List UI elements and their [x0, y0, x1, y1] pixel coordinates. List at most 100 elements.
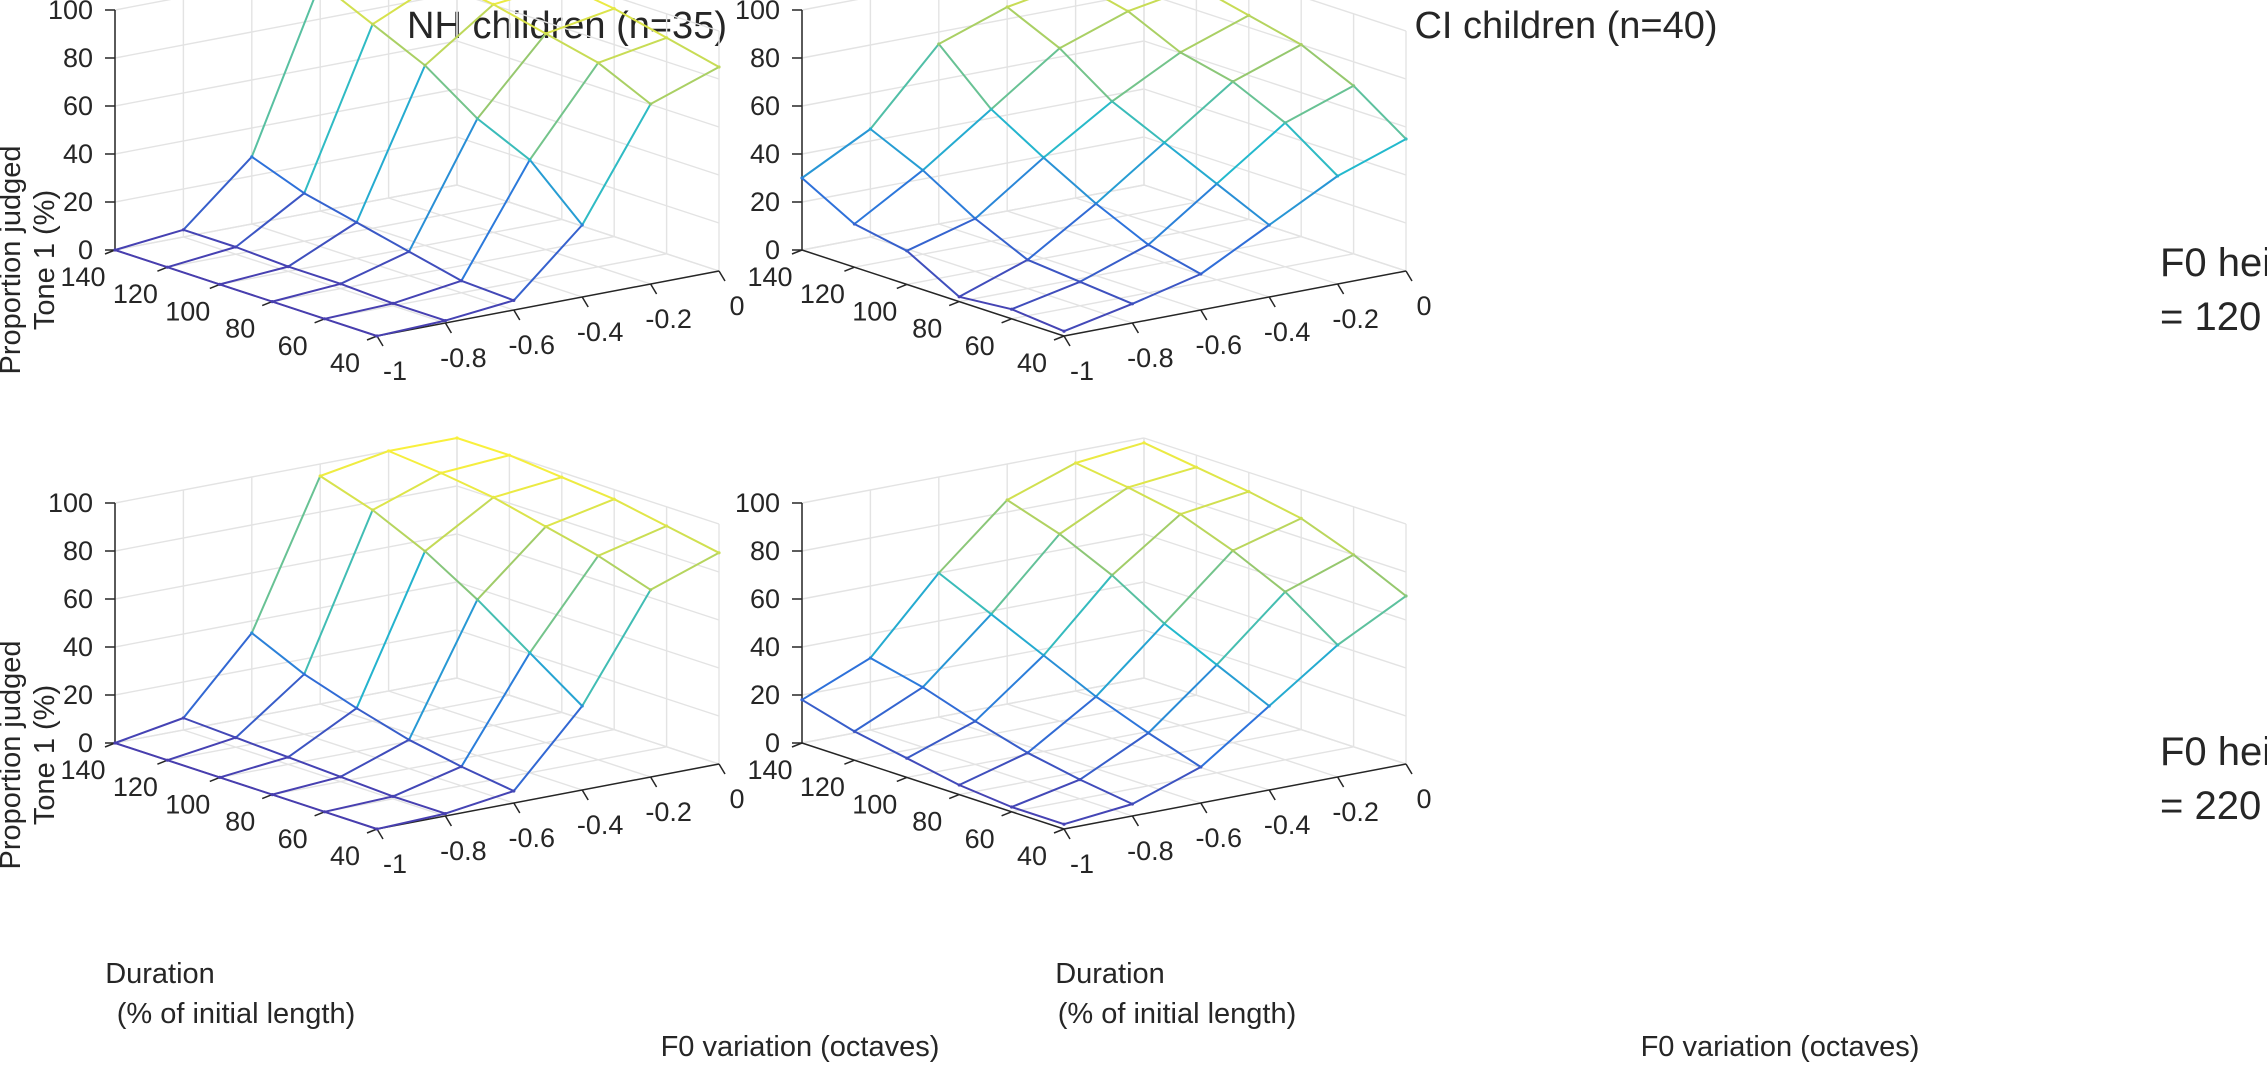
x-tick-label: -0.6 [1196, 823, 1243, 853]
surface-edge [1042, 654, 1097, 698]
surface-edge [921, 169, 977, 220]
surface-edge [869, 43, 940, 130]
surface-point [302, 191, 306, 195]
surface-edge [408, 598, 479, 741]
floor-grid-y [906, 218, 1249, 286]
surface-edge [1284, 121, 1339, 177]
y-tick-mark [366, 828, 378, 834]
surface-edge [287, 265, 342, 285]
z-tick-label: 40 [63, 139, 93, 169]
floor-grid-y [1011, 253, 1354, 320]
surface-edge [408, 250, 463, 282]
surface-point [181, 716, 185, 720]
surface-edge [593, 0, 616, 10]
surface-edge [476, 32, 547, 120]
gridlines [801, 0, 1407, 337]
surface-point [1404, 137, 1408, 141]
floor-grid-x [1006, 210, 1270, 298]
surface-point [250, 155, 254, 159]
surface-edge [581, 103, 652, 226]
surface-edge [444, 299, 515, 322]
backwall-grid-z [801, 136, 1145, 203]
surface-point [1142, 441, 1146, 445]
surface-edge [392, 279, 463, 305]
surface-edge [958, 751, 1029, 786]
surface-point [1299, 516, 1303, 521]
surface-point [905, 249, 909, 253]
surface-point [1058, 46, 1062, 50]
surface-edge [1111, 51, 1182, 103]
surface-edge [303, 192, 358, 224]
surface-edge [649, 66, 720, 105]
surface-edge [1215, 663, 1271, 707]
y-tick-label: 140 [60, 755, 105, 785]
sidewall-grid-z [456, 136, 720, 224]
sidewall-grid-z [1143, 437, 1407, 525]
surface-edge [166, 759, 221, 779]
surface-edge [1063, 302, 1134, 333]
surface-point [1283, 121, 1287, 125]
x-tick-mark [1063, 335, 1071, 347]
y-tick-label: 40 [1017, 348, 1047, 378]
surface-point [491, 495, 495, 499]
x-tick-mark [649, 776, 658, 788]
x-tick-label: -0.4 [577, 317, 624, 347]
surface-edge [853, 730, 908, 760]
surface-point [649, 102, 653, 106]
gridlines [801, 437, 1407, 830]
surface-edge [1215, 121, 1287, 185]
floor-grid-y [272, 235, 615, 303]
y-tick-mark [209, 776, 221, 783]
surface-point [250, 631, 254, 635]
row-label-220hz-line1: F0 height [2160, 730, 2267, 774]
floor-grid-x [251, 716, 515, 804]
surface-edge [114, 249, 169, 269]
y-tick-label: 80 [225, 314, 255, 344]
y-tick-label: 60 [278, 824, 308, 854]
surface-edge [339, 775, 394, 798]
surface-point [852, 222, 857, 226]
y-tick-mark [314, 318, 325, 324]
surface-edge [649, 551, 720, 591]
surface-point [371, 508, 375, 512]
floor-grid-y [324, 253, 667, 320]
surface-edge [1247, 490, 1303, 520]
surface-edge [1095, 202, 1150, 246]
y-tick-label: 40 [330, 841, 360, 871]
surface-edge [1247, 14, 1303, 46]
surface-edge [323, 317, 378, 337]
surface-edge [1074, 441, 1145, 464]
surface-point [1352, 84, 1356, 88]
floor-grid-x [388, 197, 651, 285]
y-tick-label: 100 [852, 296, 897, 326]
surface-edge [323, 795, 394, 813]
surface-point [1110, 573, 1114, 577]
surface-edge [1147, 663, 1218, 734]
surface-point [1299, 43, 1303, 47]
z-tick-label: 80 [750, 43, 780, 73]
surface-edge [512, 705, 584, 792]
floor-grid-y [959, 728, 1302, 796]
surface-edge [271, 282, 342, 303]
surface-edge [1147, 243, 1202, 275]
y-axis-line [801, 742, 1065, 830]
backwall-grid-z [801, 437, 1145, 504]
surface-point [937, 571, 941, 575]
surface-edge [1163, 141, 1218, 185]
subplot-ci-120hz: -1 -0.8 -0.6 -0.4 -0.2 0140120100806040020406… [735, 0, 1432, 386]
surface-point [512, 298, 516, 302]
floor-grid-x [183, 236, 446, 324]
surface-edge [440, 472, 495, 499]
surface-point [1078, 778, 1082, 782]
surface-point [1352, 553, 1356, 557]
surface-edge [990, 613, 1045, 657]
surface-edge [958, 784, 1013, 808]
surface-point [459, 765, 463, 769]
surface-edge [990, 108, 1045, 159]
subplot-nh-120hz: -1 -0.8 -0.6 -0.4 -0.2 0140120100806040020406… [48, 0, 745, 386]
surface-point [544, 31, 548, 36]
surface-edge [392, 795, 447, 815]
surface-edge [1179, 490, 1250, 516]
surface-edge [287, 221, 358, 268]
x-tick-mark [1200, 802, 1208, 814]
